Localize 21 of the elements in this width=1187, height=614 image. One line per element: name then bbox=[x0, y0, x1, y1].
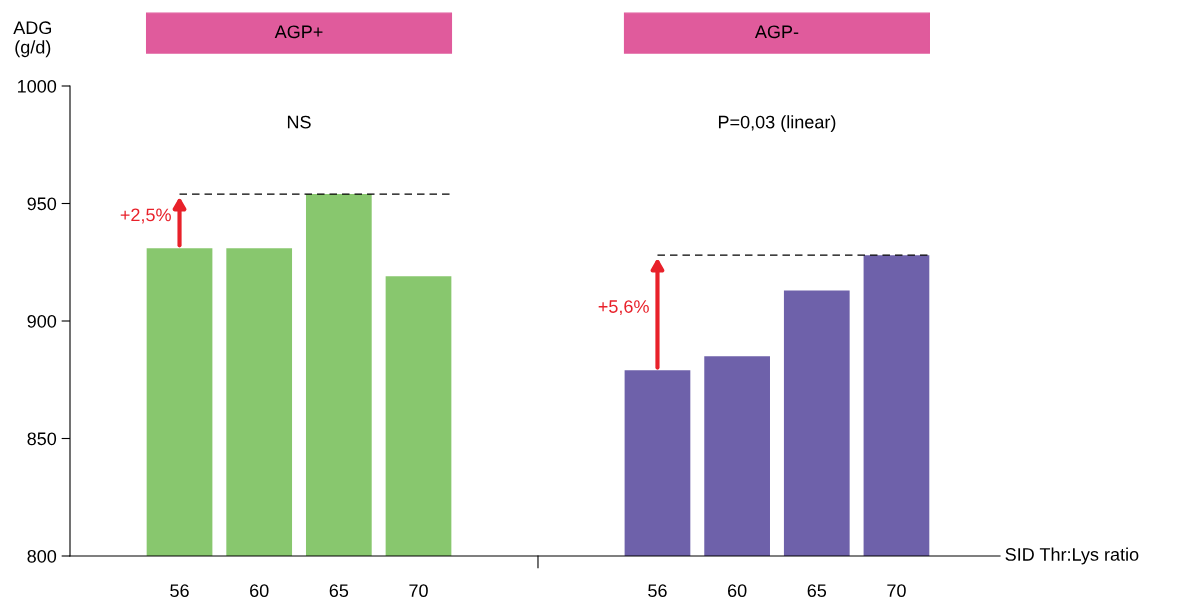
text: AGP- bbox=[754, 25, 799, 39]
annotation: +2,5% bbox=[120, 208, 171, 224]
y-tick-label: 800 bbox=[27, 549, 57, 563]
y-axis-title: ADG (g/d) bbox=[13, 21, 52, 58]
x-tick-label: 70 bbox=[887, 584, 906, 598]
x-tick-label: 65 bbox=[807, 584, 827, 598]
annotation: P=0,03 (linear) bbox=[718, 115, 836, 133]
y-tick-label: 1000 bbox=[18, 79, 57, 93]
y-tick-label: 850 bbox=[27, 432, 57, 446]
x-tick-label: 56 bbox=[648, 584, 667, 598]
x-tick-label: 70 bbox=[409, 584, 428, 598]
x-tick-label: 56 bbox=[170, 584, 189, 598]
annotation: NS bbox=[287, 115, 311, 129]
x-tick-label: 65 bbox=[329, 584, 349, 598]
y-tick-label: 900 bbox=[27, 314, 57, 328]
x-axis-title: SID Thr:Lys ratio bbox=[1005, 547, 1139, 565]
annotation: +5,6% bbox=[598, 300, 649, 316]
y-tick-label: 950 bbox=[27, 197, 57, 211]
x-tick-label: 60 bbox=[728, 584, 747, 598]
text: AGP+ bbox=[274, 25, 323, 39]
x-tick-label: 60 bbox=[250, 584, 269, 598]
